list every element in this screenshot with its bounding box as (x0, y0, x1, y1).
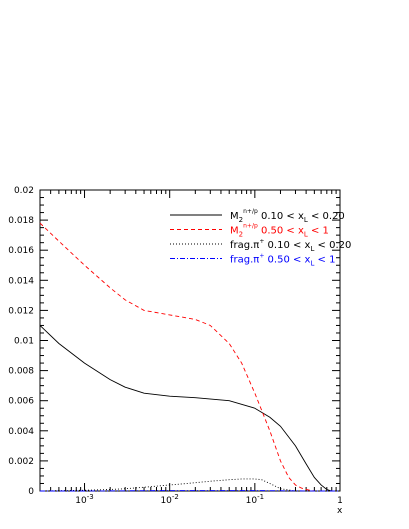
x-tick-label: 10-2 (160, 493, 178, 506)
x-tick-label: 10-3 (75, 493, 93, 506)
legend-label-4: frag.π+ 0.50 < xL < 1 (230, 253, 335, 268)
y-tick-label: 0.012 (8, 306, 34, 316)
series-group (39, 222, 340, 492)
x-axis: 10-3 10-2 10-1 1 (39, 190, 343, 506)
y-tick-label: 0.004 (8, 427, 34, 437)
y-axis: 0 0.002 0.004 0.006 0.008 0.01 0.012 0.014 0.016… (8, 186, 340, 497)
y-tick-label: 0.008 (8, 367, 34, 377)
y-tick-label: 0.002 (8, 457, 34, 467)
legend-label-2: M2n+/p 0.50 < xL < 1 (230, 223, 329, 239)
y-tick-label: 0.018 (8, 216, 34, 226)
y-tick-label: 0.02 (14, 186, 34, 196)
x-axis-label: x (337, 506, 343, 516)
legend-label-1: M2n+/p 0.10 < xL < 0.20 (230, 208, 345, 224)
y-tick-label: 0.016 (8, 246, 34, 256)
series-line-3 (39, 478, 296, 492)
series-line-2 (39, 222, 315, 492)
x-tick-label: 10-1 (246, 493, 264, 506)
series-line-1 (39, 325, 337, 492)
x-tick-label: 1 (337, 496, 343, 506)
y-tick-label: 0.01 (14, 337, 34, 347)
legend-label-3: frag.π+ 0.10 < xL < 0.20 (230, 238, 351, 253)
y-tick-label: 0.014 (8, 276, 34, 286)
y-tick-label: 0.006 (8, 397, 34, 407)
y-tick-label: 0 (28, 487, 34, 497)
